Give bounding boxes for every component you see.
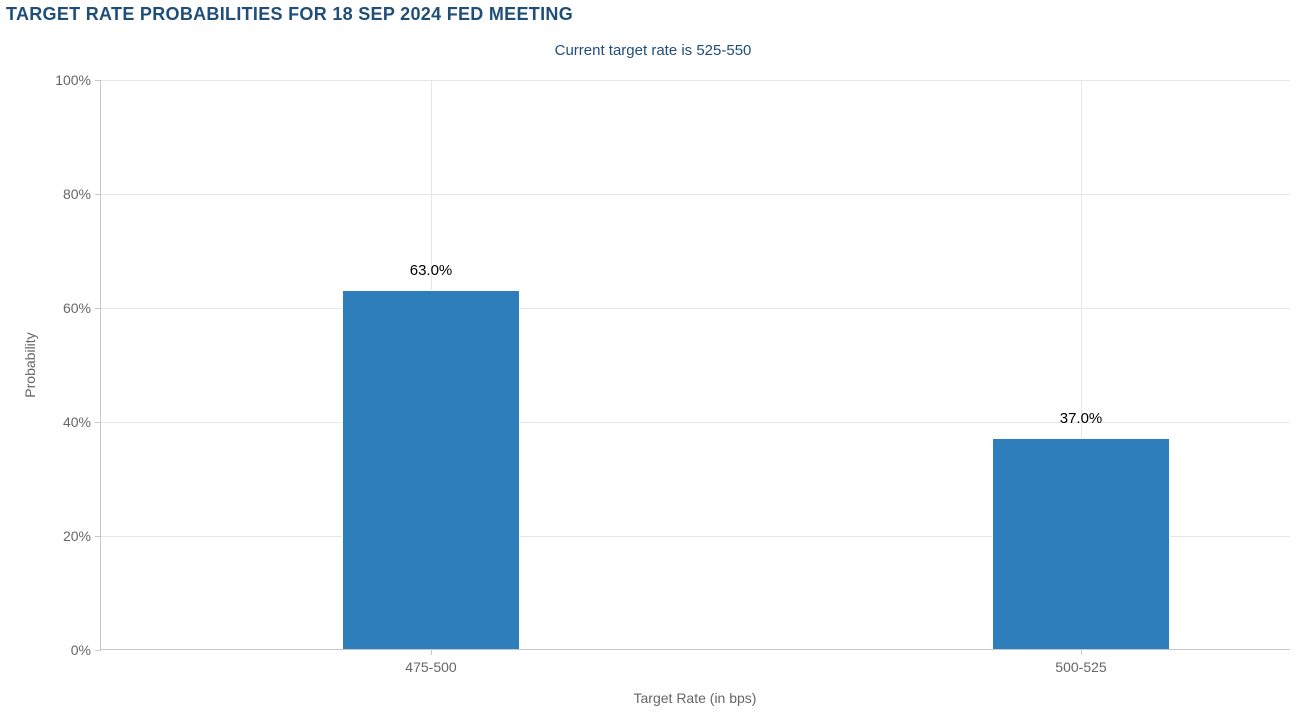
y-axis-title: Probability: [22, 332, 38, 397]
y-tick-mark: [95, 308, 101, 309]
x-tick-mark: [431, 649, 432, 655]
y-tick-label: 100%: [55, 72, 91, 88]
bar: [342, 290, 520, 649]
x-axis-title: Target Rate (in bps): [634, 690, 757, 706]
y-tick-mark: [95, 80, 101, 81]
y-tick-label: 20%: [63, 528, 91, 544]
y-tick-mark: [95, 194, 101, 195]
x-tick-mark: [1081, 649, 1082, 655]
y-tick-label: 40%: [63, 414, 91, 430]
y-tick-label: 0%: [71, 642, 91, 658]
bar: [992, 438, 1170, 649]
x-tick-label: 475-500: [405, 659, 456, 675]
bar-value-label: 63.0%: [410, 262, 453, 279]
gridline: [101, 194, 1290, 195]
gridline: [101, 422, 1290, 423]
x-tick-label: 500-525: [1055, 659, 1106, 675]
y-tick-mark: [95, 536, 101, 537]
chart-title: TARGET RATE PROBABILITIES FOR 18 SEP 202…: [6, 4, 573, 25]
bar-value-label: 37.0%: [1060, 410, 1103, 427]
gridline: [101, 80, 1290, 81]
gridline: [101, 308, 1290, 309]
y-tick-mark: [95, 422, 101, 423]
plot-area: 0%20%40%60%80%100%63.0%475-50037.0%500-5…: [100, 80, 1290, 650]
y-tick-label: 80%: [63, 186, 91, 202]
chart-subtitle: Current target rate is 525-550: [0, 42, 1306, 59]
y-tick-mark: [95, 650, 101, 651]
y-tick-label: 60%: [63, 300, 91, 316]
